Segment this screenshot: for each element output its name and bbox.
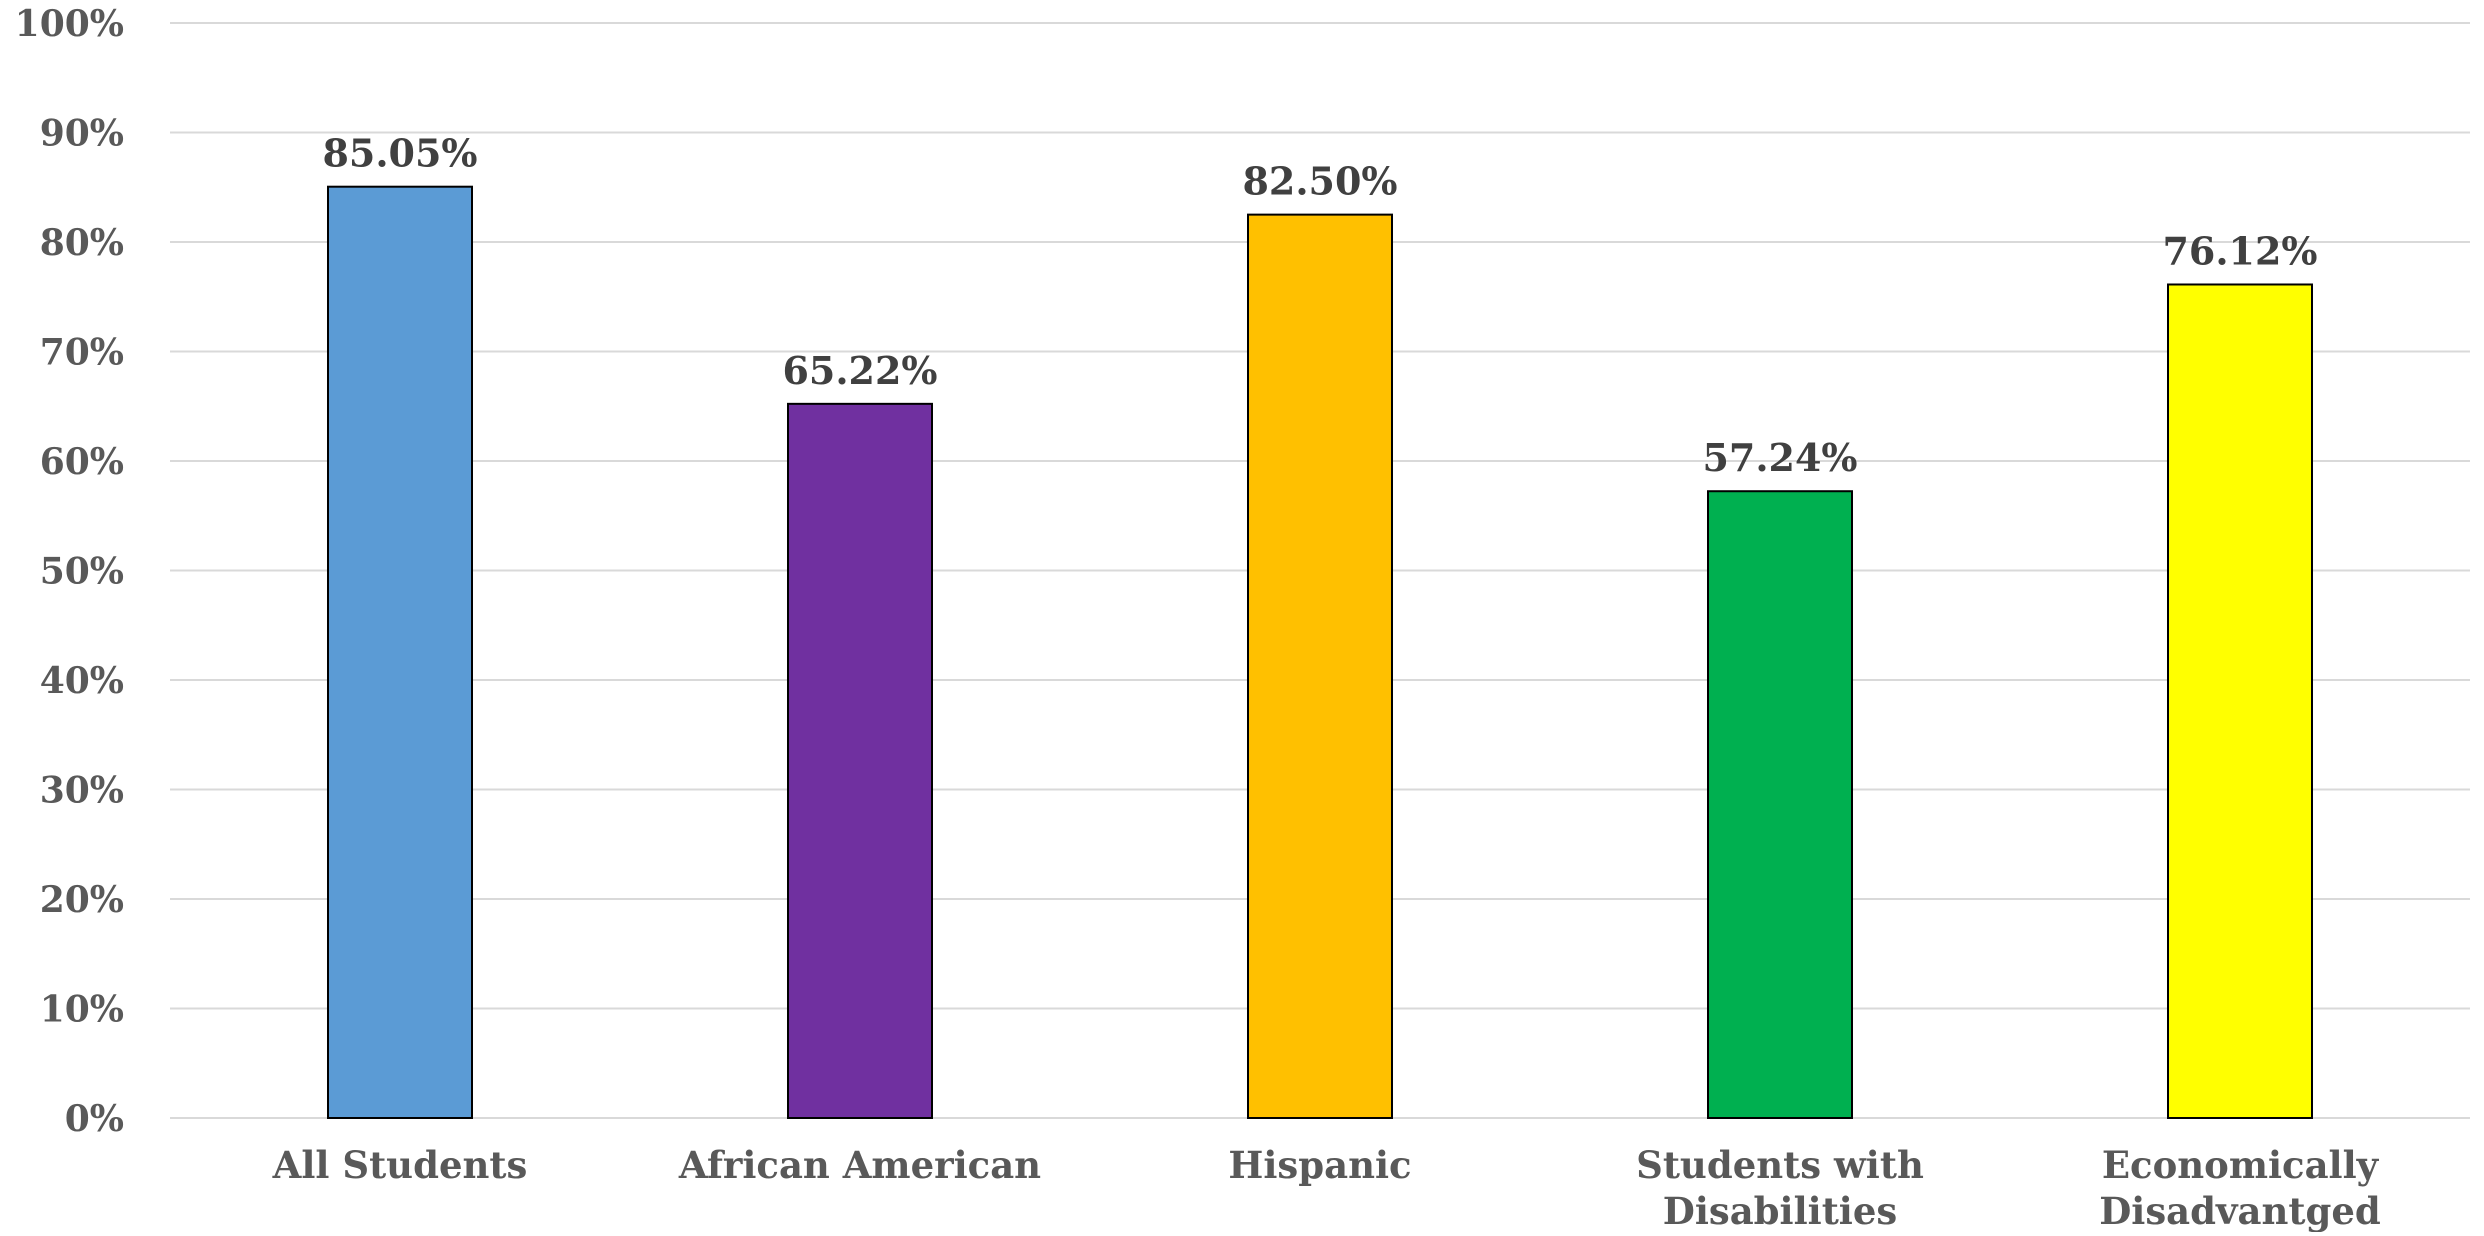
y-tick-label: 60% — [40, 441, 124, 483]
x-tick-label: All Students — [272, 1143, 528, 1187]
data-label: 76.12% — [2162, 228, 2317, 273]
y-tick-label: 10% — [40, 989, 124, 1031]
y-tick-label: 80% — [40, 222, 124, 264]
bar — [327, 185, 473, 1119]
x-tick-label: Disadvantged — [2099, 1189, 2381, 1232]
y-tick-label: 70% — [40, 332, 124, 374]
bar — [787, 402, 933, 1119]
data-label: 82.50% — [1242, 159, 1397, 204]
x-tick-label: Economically — [2102, 1143, 2380, 1187]
bar — [2167, 283, 2313, 1119]
x-tick-label: Disabilities — [1663, 1189, 1898, 1232]
data-labels: 85.05% 65.22% 82.50% 57.24% 76.12% — [322, 131, 2317, 481]
y-tick-label: 30% — [40, 770, 124, 812]
y-tick-label: 40% — [40, 660, 124, 702]
y-tick-label: 100% — [15, 3, 124, 45]
x-tick-label: Hispanic — [1228, 1143, 1411, 1187]
x-tick-label: Students with — [1636, 1143, 1924, 1187]
y-tick-label: 20% — [40, 879, 124, 921]
y-tick-label: 0% — [65, 1098, 124, 1140]
bar — [1247, 213, 1393, 1119]
bar — [1707, 490, 1853, 1119]
x-axis-category-labels: All Students African American Hispanic Stud… — [272, 1143, 2381, 1233]
y-tick-label: 50% — [40, 551, 124, 593]
y-tick-label: 90% — [40, 113, 124, 155]
bars — [327, 185, 2313, 1119]
x-tick-label: African American — [678, 1143, 1041, 1187]
data-label: 65.22% — [782, 348, 937, 393]
data-label: 85.05% — [322, 131, 477, 176]
data-label: 57.24% — [1702, 435, 1857, 480]
y-axis-tick-labels: 0% 10% 20% 30% 40% 50% 60% 70% 80% 90% 100% — [15, 3, 124, 1140]
